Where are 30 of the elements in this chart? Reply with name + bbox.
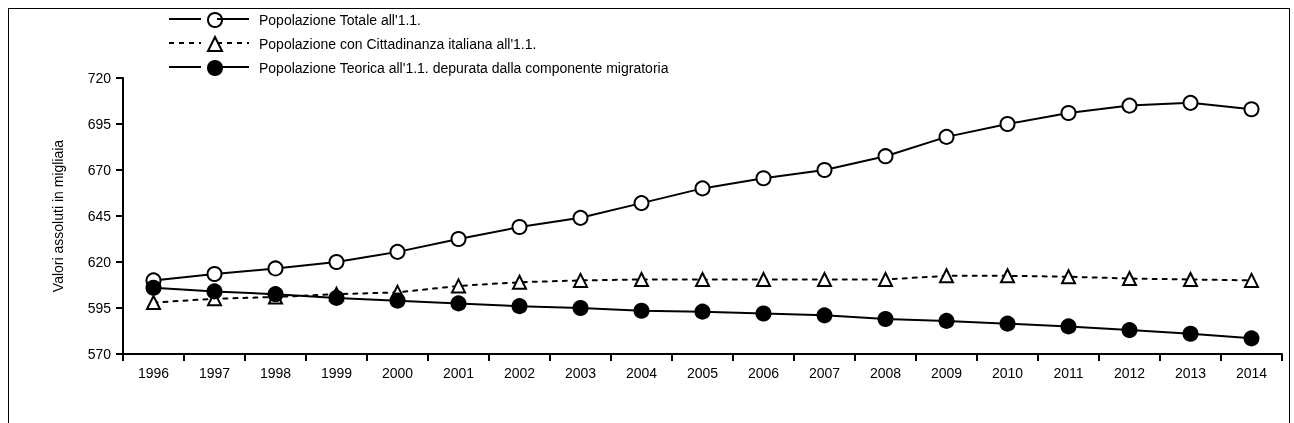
x-tick-label: 2010 — [991, 365, 1024, 381]
y-tick-label: 720 — [87, 70, 112, 86]
x-tick-label: 2014 — [1235, 365, 1268, 381]
x-tick-label: 2012 — [1113, 365, 1146, 381]
x-tick-label: 1997 — [198, 365, 231, 381]
x-tick-label: 2003 — [564, 365, 597, 381]
legend-label: Popolazione Totale all'1.1. — [259, 12, 421, 28]
x-tick-label: 2005 — [686, 365, 719, 381]
y-tick-label: 570 — [87, 346, 112, 362]
x-tick-label: 2002 — [503, 365, 536, 381]
x-tick-label: 2008 — [869, 365, 902, 381]
y-tick-label: 670 — [87, 162, 112, 178]
x-tick-label: 2009 — [930, 365, 963, 381]
y-tick-label: 595 — [87, 300, 112, 316]
y-tick-label: 695 — [87, 116, 112, 132]
legend-label: Popolazione con Cittadinanza italiana all'1.1. — [259, 36, 537, 52]
x-tick-label: 2007 — [808, 365, 841, 381]
x-tick-label: 2006 — [747, 365, 780, 381]
y-tick-label: 620 — [87, 254, 112, 270]
y-tick-label: 645 — [87, 208, 112, 224]
x-tick-label: 1996 — [137, 365, 170, 381]
x-tick-label: 1998 — [259, 365, 292, 381]
x-tick-label: 2001 — [442, 365, 475, 381]
y-axis-title: Valori assoluti in migliaia — [50, 139, 66, 293]
x-tick-label: 1999 — [320, 365, 353, 381]
x-tick-label: 2000 — [381, 365, 414, 381]
legend-label: Popolazione Teorica all'1.1. depurata dalla componente migratoria — [259, 60, 669, 76]
x-tick-label: 2004 — [625, 365, 658, 381]
x-tick-label: 2013 — [1174, 365, 1207, 381]
x-tick-label: 2011 — [1053, 365, 1084, 381]
